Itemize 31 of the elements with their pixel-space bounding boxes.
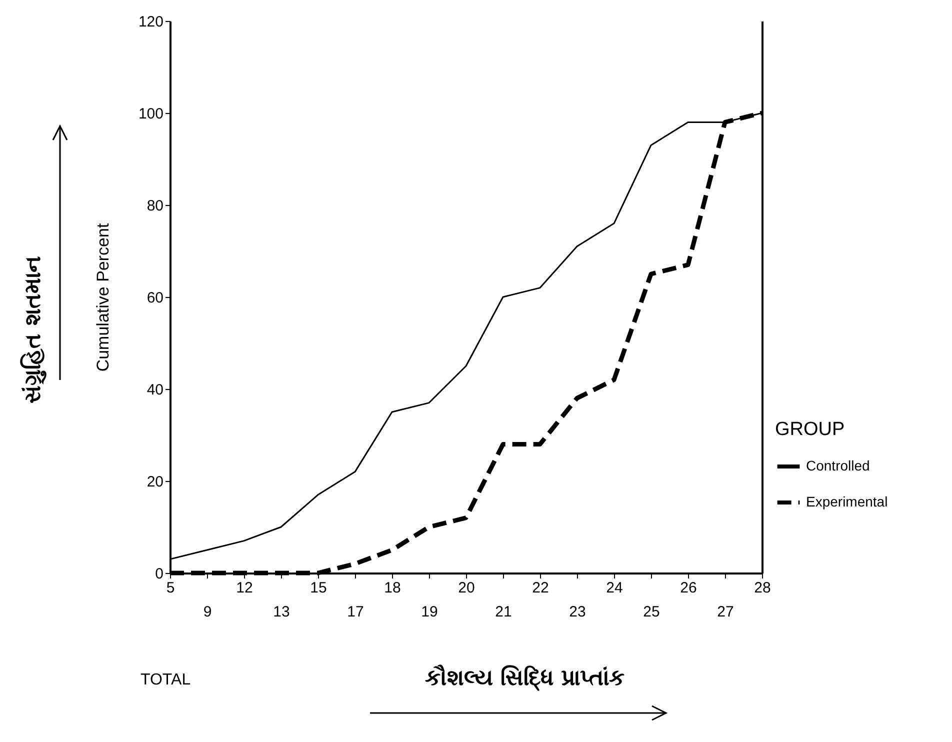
- x-tick-label: 21: [495, 604, 512, 620]
- y-tick-label: 60: [146, 290, 164, 306]
- x-tick-label: 23: [569, 604, 586, 620]
- y-axis-title: Cumulative Percent: [93, 223, 112, 372]
- x-tick-label: 26: [680, 580, 697, 596]
- x-tick-label: 5: [166, 580, 175, 596]
- y-tick-label: 40: [146, 382, 164, 398]
- x-tick-label: 15: [310, 580, 327, 596]
- x-tick-label: 24: [606, 580, 623, 596]
- y-tick-label: 120: [138, 14, 164, 30]
- legend-label: Experimental: [806, 494, 888, 510]
- x-tick-label: 25: [643, 604, 660, 620]
- x-tick-label: 28: [754, 580, 771, 596]
- x-tick-label: 9: [203, 604, 212, 620]
- legend-label: Controlled: [806, 458, 870, 474]
- x-tick-label: 12: [236, 580, 253, 596]
- x-tick-label: 17: [347, 604, 364, 620]
- x-tick-label: 13: [273, 604, 290, 620]
- x-axis-title: TOTAL: [140, 672, 191, 688]
- x-tick-label: 20: [458, 580, 475, 596]
- x-tick-label: 22: [532, 580, 549, 596]
- x-tick-label: 27: [717, 604, 734, 620]
- legend-title: GROUP: [775, 419, 845, 440]
- text: સંગ્રુહિત શતમાન: [20, 256, 47, 404]
- y-tick-label: 100: [138, 106, 164, 122]
- text: કૌશલ્ય સિદ્ધિ પ્રાપ્તાંક: [424, 664, 626, 692]
- x-tick-label: 18: [384, 580, 401, 596]
- x-tick-label: 19: [421, 604, 438, 620]
- y-tick-label: 0: [155, 566, 164, 582]
- y-tick-label: 80: [146, 198, 164, 214]
- y-tick-label: 20: [146, 474, 164, 490]
